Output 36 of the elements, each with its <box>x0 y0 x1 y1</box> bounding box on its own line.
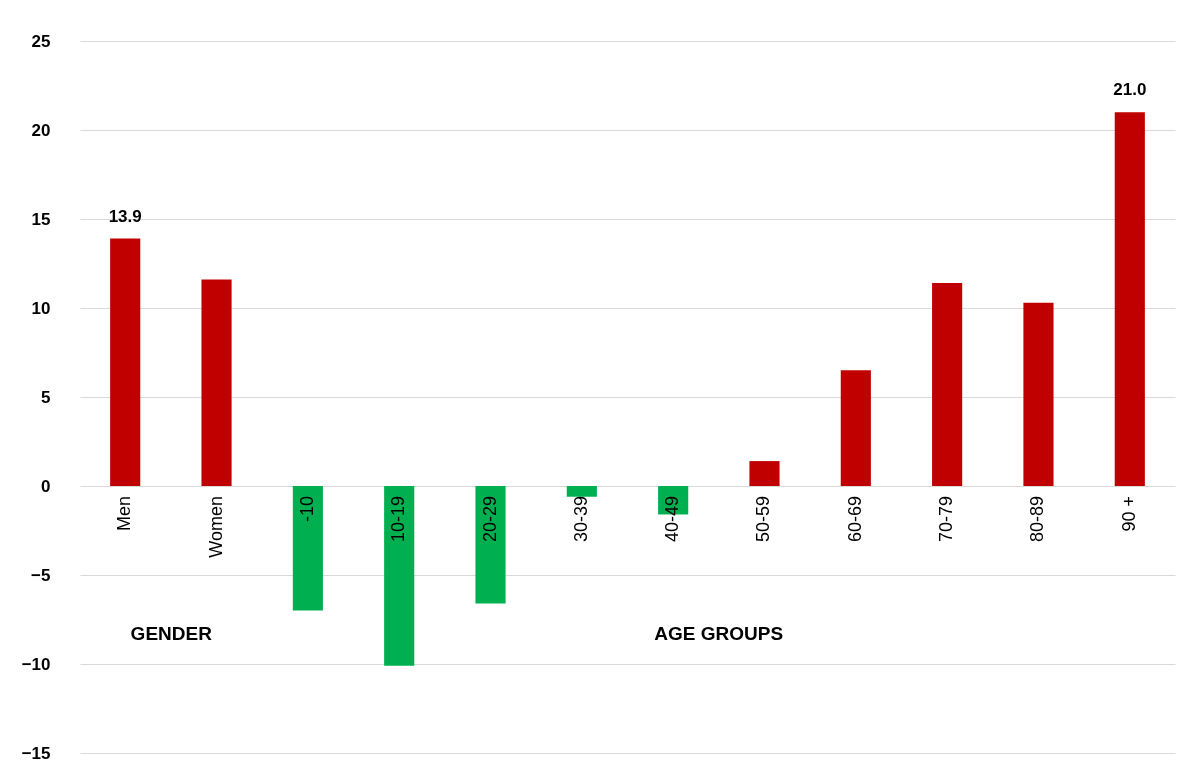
bar <box>1114 112 1145 486</box>
bar <box>566 486 597 497</box>
y-tick-label: −5 <box>31 565 51 585</box>
y-tick-label: 20 <box>31 120 51 140</box>
y-tick-label: 0 <box>41 476 51 496</box>
x-tick-label: 10-19 <box>388 496 409 543</box>
x-tick-label: 40-49 <box>662 496 683 543</box>
y-tick-label: −15 <box>21 743 51 763</box>
x-tick-label: 60-69 <box>844 496 865 543</box>
x-tick-label: 30-39 <box>570 496 591 543</box>
x-tick-label: 80-89 <box>1027 496 1048 543</box>
data-label: 21.0 <box>1113 80 1147 100</box>
y-tick-label: 25 <box>31 31 51 51</box>
annotation: AGE GROUPS <box>654 623 784 644</box>
x-tick-label: 50-59 <box>753 496 774 543</box>
bar <box>749 461 780 486</box>
y-tick-label: 5 <box>41 387 51 407</box>
y-tick-label: 15 <box>31 209 51 229</box>
x-tick-label: 90 + <box>1118 496 1139 532</box>
y-tick-label: −10 <box>21 654 51 674</box>
x-tick-label: 20-29 <box>479 496 500 543</box>
data-label: 13.9 <box>108 206 142 226</box>
bar <box>292 486 323 611</box>
x-tick-label: Men <box>114 496 135 532</box>
bar <box>932 283 963 486</box>
bar <box>110 238 141 486</box>
x-tick-label: 70-79 <box>936 496 957 543</box>
annotation: GENDER <box>130 623 213 644</box>
y-tick-label: 10 <box>31 298 51 318</box>
bar <box>201 279 232 486</box>
bar <box>1023 302 1054 486</box>
x-tick-label: Women <box>205 496 226 558</box>
bar <box>384 486 415 666</box>
bar <box>475 486 506 604</box>
x-tick-label: -10 <box>296 496 317 523</box>
bar <box>840 370 871 486</box>
